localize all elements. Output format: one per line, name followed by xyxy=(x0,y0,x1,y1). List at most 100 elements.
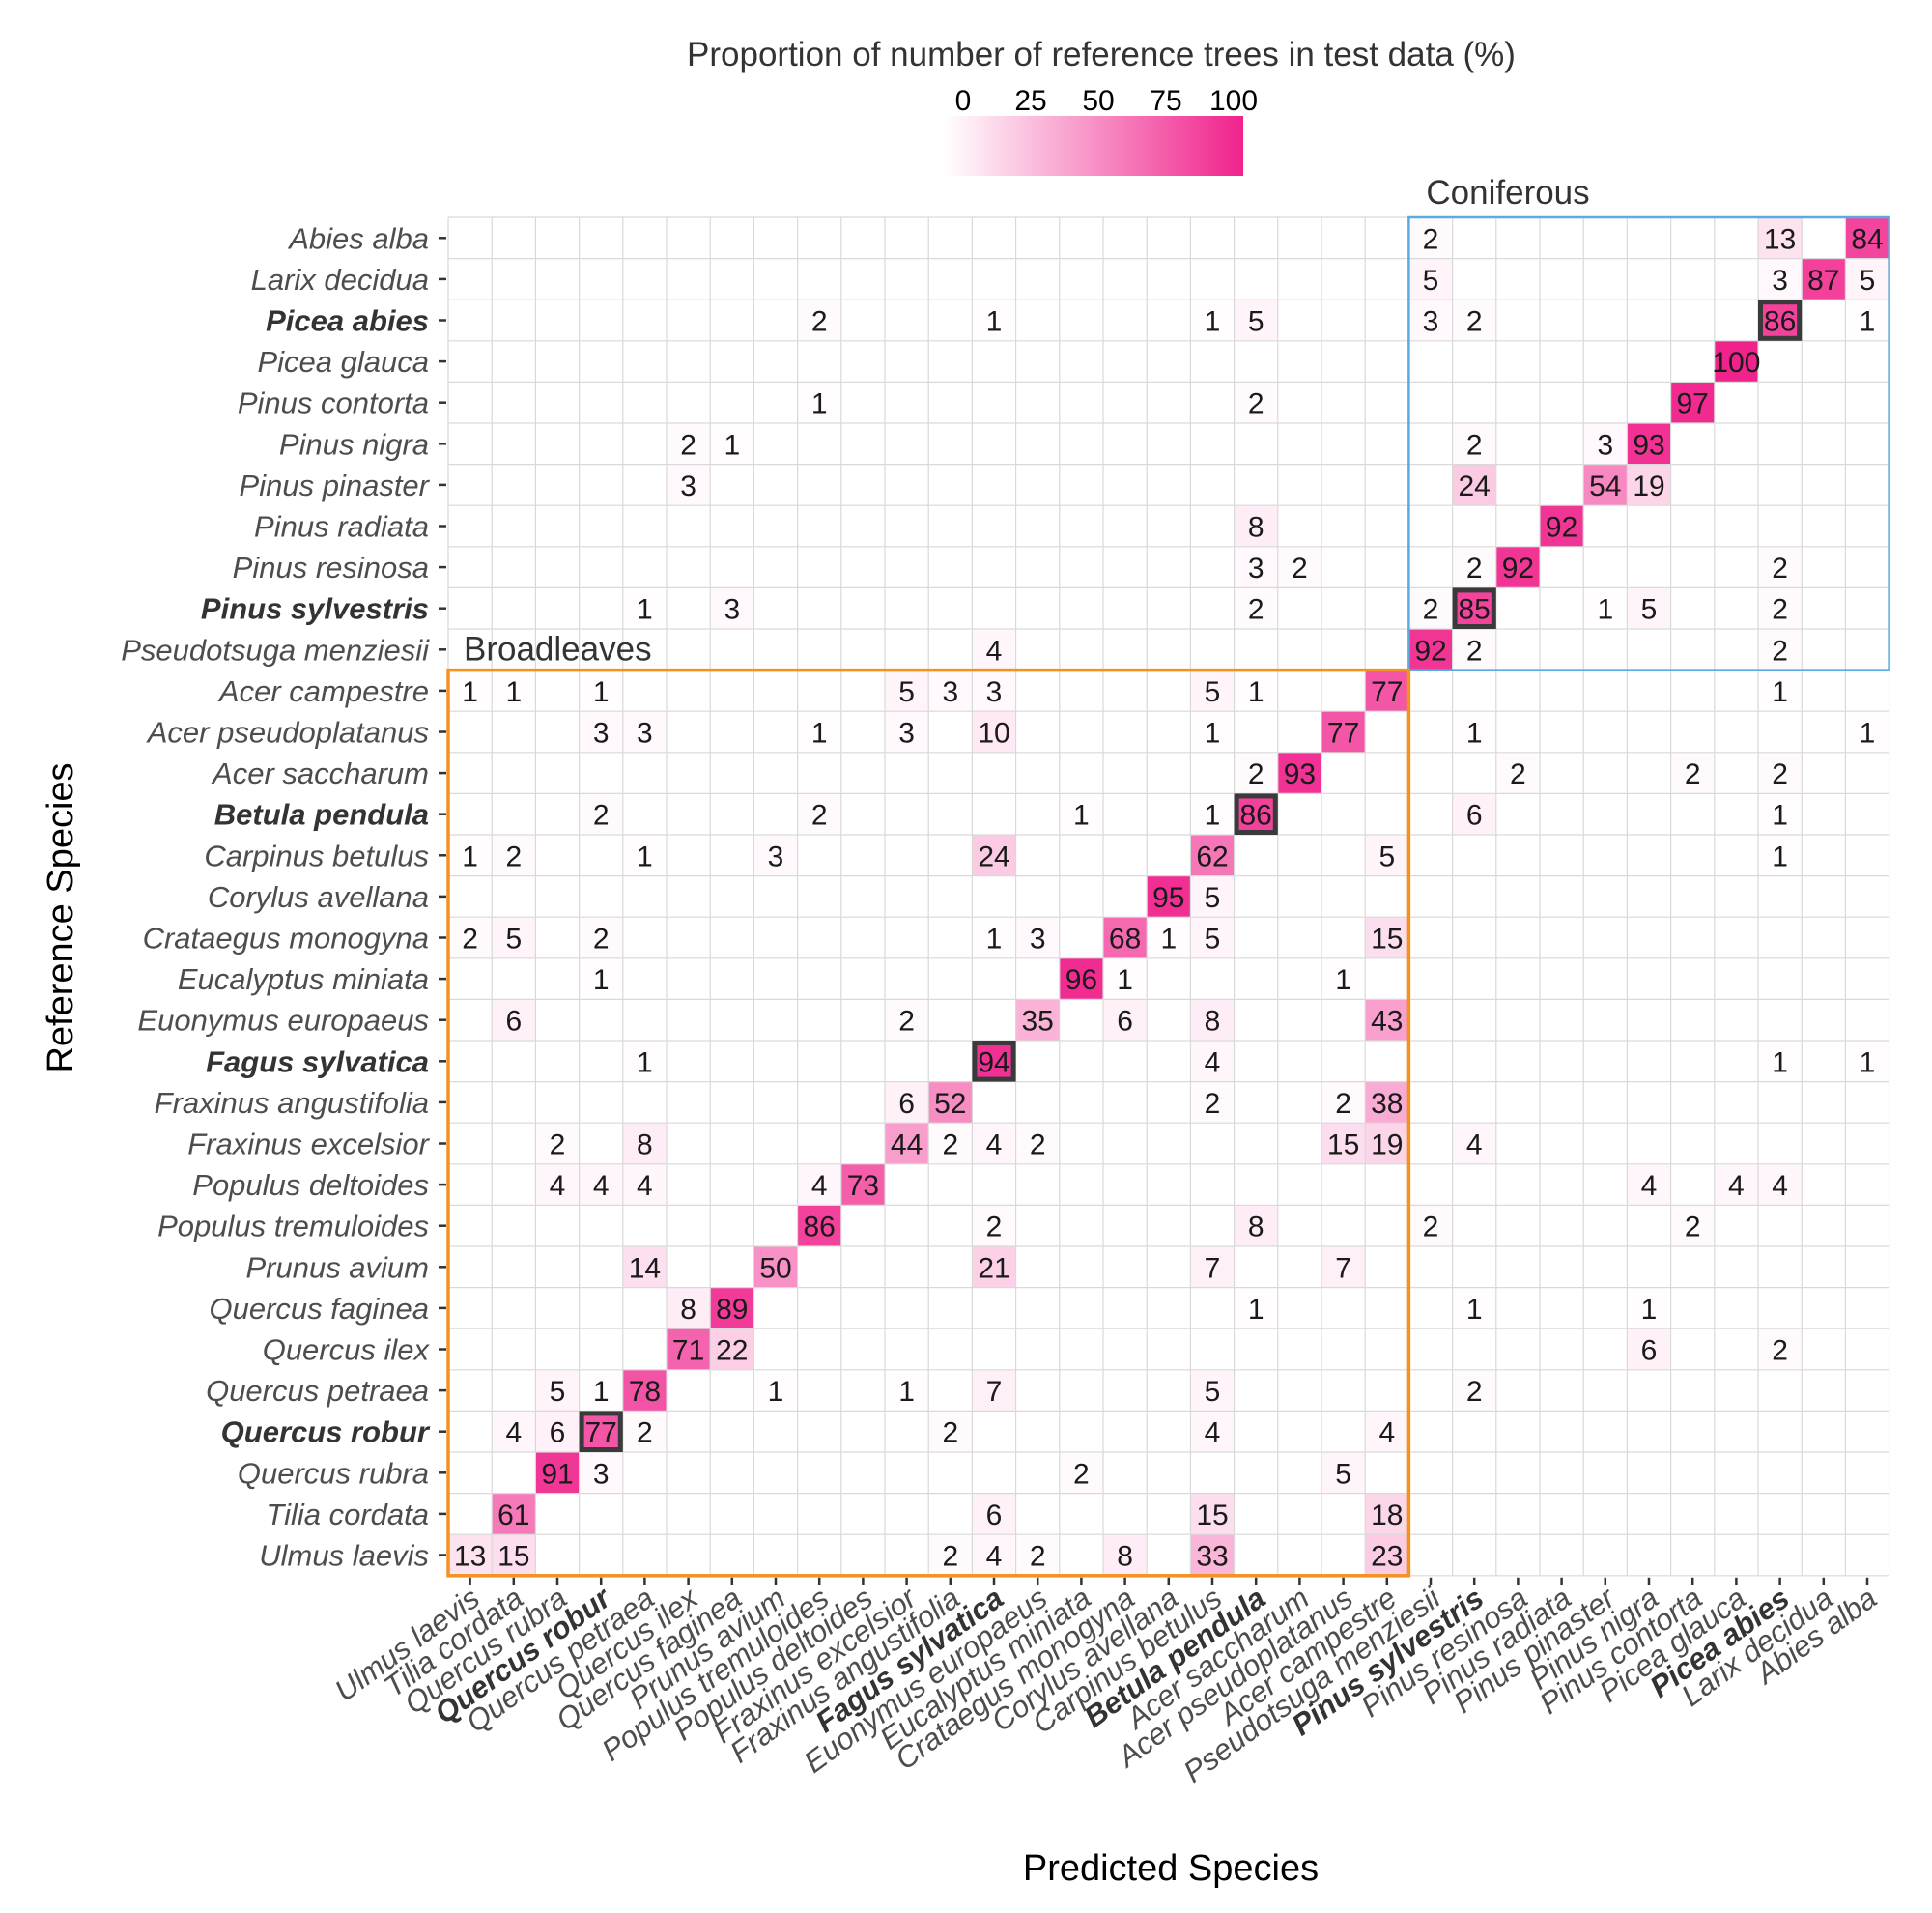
cell-value-label: 68 xyxy=(1109,924,1141,956)
y-tick-label: Populus deltoides xyxy=(192,1168,429,1202)
cell-value-label: 92 xyxy=(1414,635,1446,667)
heatmap-cell xyxy=(622,835,667,876)
cell-value-label: 1 xyxy=(1160,924,1177,956)
x-axis-title: Predicted Species xyxy=(1023,1848,1319,1889)
legend-tick-label: 0 xyxy=(955,85,972,117)
cell-value-label: 1 xyxy=(1772,676,1788,708)
heatmap-cell xyxy=(1758,793,1803,835)
heatmap-cell xyxy=(1059,957,1103,1000)
cell-value-label: 92 xyxy=(1546,512,1577,544)
cell-value-label: 1 xyxy=(1248,676,1264,708)
cell-value-label: 1 xyxy=(1641,1294,1658,1326)
legend-tick-label: 25 xyxy=(1014,85,1046,117)
cell-value-label: 2 xyxy=(550,1129,566,1161)
heatmap-cell xyxy=(1190,835,1235,876)
y-tick-label: Fraxinus angustifolia xyxy=(155,1086,429,1120)
cell-value-label: 73 xyxy=(847,1170,879,1202)
heatmap-cell xyxy=(579,1411,623,1452)
cell-value-label: 1 xyxy=(986,924,1003,956)
heatmap-cell xyxy=(492,670,536,712)
cell-value-label: 6 xyxy=(550,1417,566,1449)
cell-value-label: 78 xyxy=(629,1376,661,1408)
heatmap-cell xyxy=(1365,999,1409,1041)
heatmap-cell xyxy=(1103,957,1148,1000)
broadleaves-group-box xyxy=(446,668,1411,1578)
heatmap-cell xyxy=(972,300,1016,341)
cell-value-label: 94 xyxy=(978,1046,1009,1078)
y-tick-label: Ulmus laevis xyxy=(259,1539,429,1573)
cell-value-label: 21 xyxy=(978,1252,1009,1284)
y-tick-label: Euonymus europaeus xyxy=(137,1004,429,1038)
heatmap-cell xyxy=(448,835,493,876)
cell-value-label: 3 xyxy=(1597,429,1613,461)
cell-value-label: 52 xyxy=(934,1088,966,1120)
cell-value-label: 1 xyxy=(1466,1294,1483,1326)
heatmap-cell xyxy=(972,1041,1016,1082)
cell-value-label: 1 xyxy=(1466,718,1483,750)
heatmap-cell xyxy=(492,917,536,958)
heatmap-cell xyxy=(972,629,1016,671)
cell-value-label: 1 xyxy=(811,388,828,420)
heatmap-cell xyxy=(579,793,623,835)
cell-value-label: 1 xyxy=(593,1376,610,1408)
cell-value-label: 1 xyxy=(724,429,740,461)
heatmap-cell xyxy=(1234,300,1278,341)
cell-value-label: 6 xyxy=(986,1499,1003,1531)
y-tick-label: Pinus contorta xyxy=(238,386,429,420)
heatmap-cell xyxy=(1103,1534,1148,1576)
heatmap-cell xyxy=(492,835,536,876)
y-tick-label: Larix decidua xyxy=(251,263,429,297)
cell-value-label: 54 xyxy=(1589,471,1621,502)
legend-tick-label: 50 xyxy=(1082,85,1114,117)
heatmap-cell xyxy=(1190,711,1235,753)
heatmap-cell xyxy=(1277,752,1321,794)
cell-value-label: 4 xyxy=(637,1170,653,1202)
y-tick-label: Populus tremuloides xyxy=(157,1210,429,1243)
heatmap-cell xyxy=(1802,258,1846,300)
cell-value-label: 2 xyxy=(942,1541,958,1573)
cell-value-label: 8 xyxy=(1248,512,1264,544)
heatmap-cell xyxy=(579,957,623,1000)
legend-colorbar xyxy=(944,116,1243,176)
legend-tick-label: 100 xyxy=(1209,85,1258,117)
heatmap-cell xyxy=(797,711,841,753)
heatmap-cell xyxy=(1365,1081,1409,1124)
cell-value-label: 2 xyxy=(1466,429,1483,461)
cell-value-label: 2 xyxy=(1466,553,1483,585)
heatmap-cell xyxy=(492,999,536,1041)
heatmap-cell xyxy=(753,1246,798,1288)
heatmap-cell xyxy=(622,711,667,753)
coniferous-group-box xyxy=(1407,215,1890,671)
cell-value-label: 15 xyxy=(497,1541,529,1573)
legend-ticks: 0 25 50 75 100 xyxy=(955,85,1258,117)
cell-value-label: 2 xyxy=(1335,1088,1351,1120)
cell-value-label: 1 xyxy=(1205,800,1221,832)
cell-value-label: 5 xyxy=(1205,924,1221,956)
heatmap-cell xyxy=(1365,1411,1409,1452)
heatmap-cell xyxy=(1321,1452,1366,1494)
heatmap-cell xyxy=(1452,793,1496,835)
heatmap-cell xyxy=(1583,423,1628,465)
y-tick-label: Pinus resinosa xyxy=(233,551,429,585)
heatmap-cell xyxy=(1845,711,1889,753)
heatmap-cell xyxy=(1452,1287,1496,1329)
y-tick-label: Quercus robur xyxy=(221,1415,431,1449)
y-tick-label: Quercus faginea xyxy=(210,1292,429,1326)
heatmap-cell xyxy=(928,670,973,712)
heatmap-cell xyxy=(972,1369,1016,1412)
heatmap-cell xyxy=(535,1411,580,1452)
cell-value-label: 3 xyxy=(768,841,784,872)
cell-value-label: 1 xyxy=(593,676,610,708)
cell-value-label: 1 xyxy=(1335,964,1351,996)
cell-value-label: 3 xyxy=(593,718,610,750)
y-tick-label: Carpinus betulus xyxy=(204,839,429,872)
cell-value-label: 50 xyxy=(759,1252,791,1284)
heatmap-cell xyxy=(448,670,493,712)
y-tick-label: Pinus radiata xyxy=(254,510,429,544)
cell-value-label: 1 xyxy=(811,718,828,750)
y-tick-label: Picea glauca xyxy=(257,345,429,379)
heatmap-cell xyxy=(622,1246,667,1288)
cell-value-label: 24 xyxy=(1459,471,1491,502)
cell-value-label: 5 xyxy=(1335,1458,1351,1490)
heatmap-cell xyxy=(622,1041,667,1082)
